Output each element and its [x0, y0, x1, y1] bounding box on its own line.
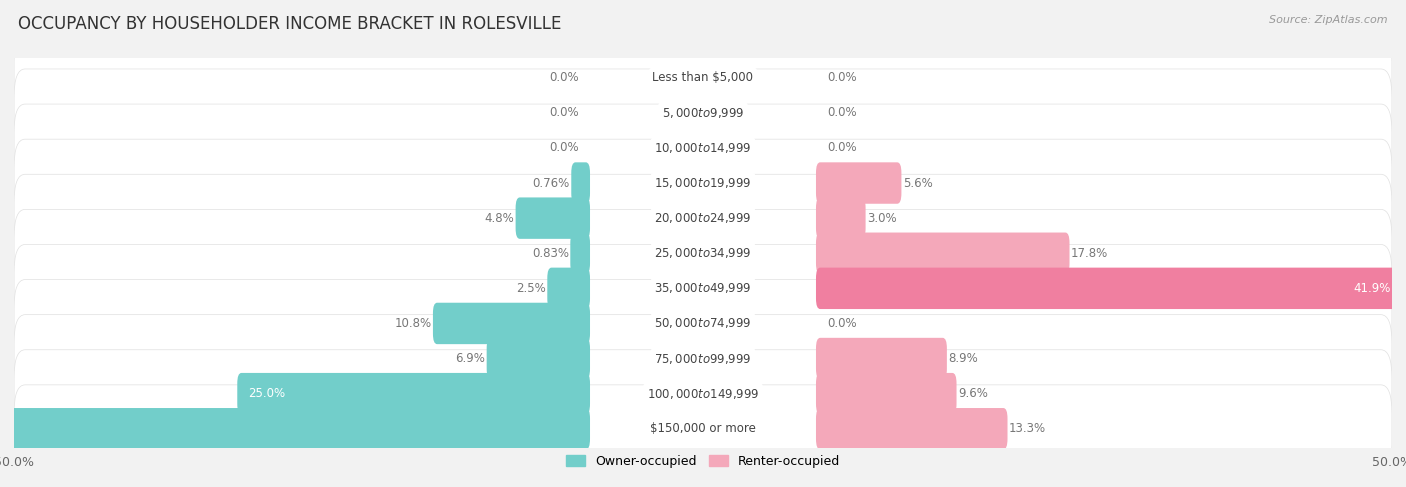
FancyBboxPatch shape [486, 338, 591, 379]
Text: 5.6%: 5.6% [903, 177, 932, 189]
Text: 17.8%: 17.8% [1071, 247, 1108, 260]
FancyBboxPatch shape [14, 350, 1392, 437]
FancyBboxPatch shape [14, 280, 1392, 367]
FancyBboxPatch shape [14, 104, 1392, 192]
Text: 41.9%: 41.9% [1353, 282, 1391, 295]
FancyBboxPatch shape [14, 139, 1392, 227]
FancyBboxPatch shape [14, 315, 1392, 402]
FancyBboxPatch shape [0, 408, 591, 450]
Text: $150,000 or more: $150,000 or more [650, 422, 756, 435]
Text: $35,000 to $49,999: $35,000 to $49,999 [654, 281, 752, 295]
FancyBboxPatch shape [238, 373, 591, 414]
FancyBboxPatch shape [433, 303, 591, 344]
Text: 0.0%: 0.0% [550, 71, 579, 84]
Text: 0.0%: 0.0% [827, 317, 856, 330]
FancyBboxPatch shape [547, 268, 591, 309]
FancyBboxPatch shape [14, 244, 1392, 332]
Text: $75,000 to $99,999: $75,000 to $99,999 [654, 352, 752, 366]
FancyBboxPatch shape [571, 162, 591, 204]
Text: $50,000 to $74,999: $50,000 to $74,999 [654, 317, 752, 331]
FancyBboxPatch shape [14, 209, 1392, 297]
Text: $15,000 to $19,999: $15,000 to $19,999 [654, 176, 752, 190]
Text: 0.76%: 0.76% [533, 177, 569, 189]
Text: 0.0%: 0.0% [827, 106, 856, 119]
Text: $100,000 to $149,999: $100,000 to $149,999 [647, 387, 759, 401]
Text: $5,000 to $9,999: $5,000 to $9,999 [662, 106, 744, 120]
Text: $20,000 to $24,999: $20,000 to $24,999 [654, 211, 752, 225]
Text: $10,000 to $14,999: $10,000 to $14,999 [654, 141, 752, 155]
Text: OCCUPANCY BY HOUSEHOLDER INCOME BRACKET IN ROLESVILLE: OCCUPANCY BY HOUSEHOLDER INCOME BRACKET … [18, 15, 561, 33]
Text: Source: ZipAtlas.com: Source: ZipAtlas.com [1270, 15, 1388, 25]
Text: Less than $5,000: Less than $5,000 [652, 71, 754, 84]
FancyBboxPatch shape [815, 197, 866, 239]
FancyBboxPatch shape [14, 174, 1392, 262]
FancyBboxPatch shape [815, 373, 956, 414]
FancyBboxPatch shape [815, 162, 901, 204]
Text: 2.5%: 2.5% [516, 282, 546, 295]
Text: 4.8%: 4.8% [485, 212, 515, 225]
FancyBboxPatch shape [815, 408, 1008, 450]
Text: 0.0%: 0.0% [827, 71, 856, 84]
Text: 25.0%: 25.0% [249, 387, 285, 400]
FancyBboxPatch shape [14, 385, 1392, 472]
Text: 6.9%: 6.9% [456, 352, 485, 365]
Text: 0.0%: 0.0% [827, 141, 856, 154]
Text: 0.0%: 0.0% [550, 141, 579, 154]
Text: 0.0%: 0.0% [550, 106, 579, 119]
FancyBboxPatch shape [815, 268, 1402, 309]
Text: 3.0%: 3.0% [868, 212, 897, 225]
Text: 8.9%: 8.9% [948, 352, 979, 365]
FancyBboxPatch shape [14, 34, 1392, 122]
Text: 10.8%: 10.8% [395, 317, 432, 330]
Text: $25,000 to $34,999: $25,000 to $34,999 [654, 246, 752, 260]
Text: 13.3%: 13.3% [1010, 422, 1046, 435]
FancyBboxPatch shape [516, 197, 591, 239]
FancyBboxPatch shape [571, 232, 591, 274]
FancyBboxPatch shape [14, 69, 1392, 157]
FancyBboxPatch shape [815, 338, 946, 379]
FancyBboxPatch shape [815, 232, 1070, 274]
Text: 9.6%: 9.6% [957, 387, 988, 400]
Text: 0.83%: 0.83% [531, 247, 569, 260]
Legend: Owner-occupied, Renter-occupied: Owner-occupied, Renter-occupied [561, 450, 845, 473]
